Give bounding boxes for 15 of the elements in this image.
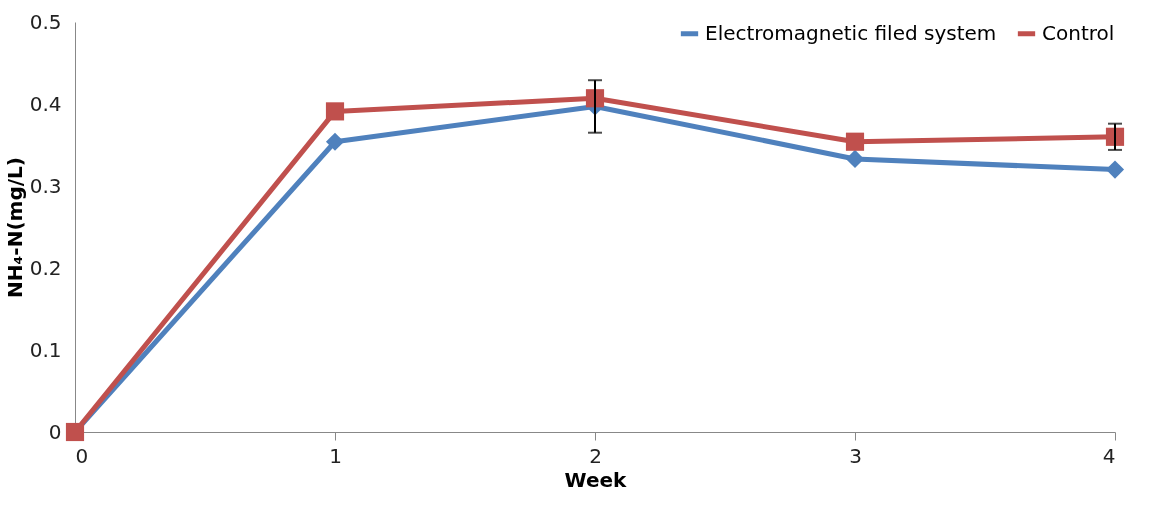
x-axis-title: Week [564, 467, 628, 492]
y-axis-title: NH₄-N(mg/L) [2, 157, 27, 298]
y-tick-label: 0.4 [29, 91, 62, 116]
legend-label: Electromagnetic filed system [705, 20, 997, 45]
y-tick-label: 0.5 [29, 9, 62, 34]
x-tick-label: 4 [1102, 443, 1116, 468]
x-tick-label: 2 [589, 443, 602, 468]
x-tick-label: 0 [75, 443, 89, 468]
legend-label: Control [1042, 20, 1115, 45]
x-tick-label: 1 [329, 443, 342, 468]
x-tick-label: 3 [849, 443, 862, 468]
y-tick-label: 0 [48, 419, 62, 444]
y-tick-label: 0.3 [29, 173, 62, 198]
y-tick-label: 0.2 [29, 255, 62, 280]
y-tick-label: 0.1 [29, 337, 62, 362]
